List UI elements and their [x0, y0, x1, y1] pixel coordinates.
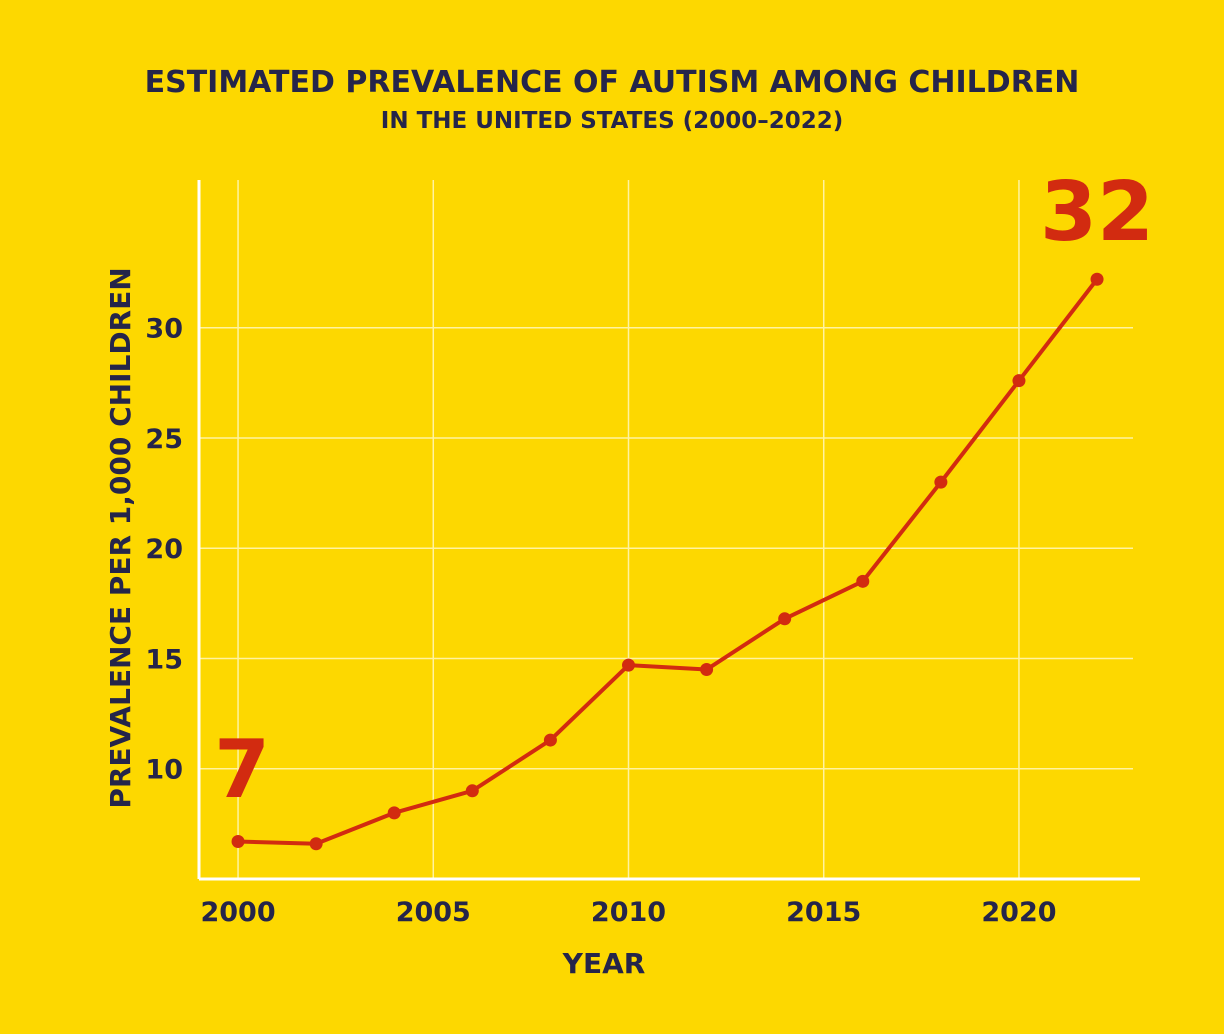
x-axis-label: YEAR	[562, 947, 646, 980]
annotation-start: 7	[214, 723, 270, 816]
data-point	[1090, 272, 1104, 286]
x-tick-label: 2010	[591, 897, 666, 928]
data-point	[543, 733, 557, 747]
y-tick-label: 10	[145, 755, 183, 786]
x-tick-label: 2000	[200, 897, 275, 928]
y-tick-label: 25	[145, 424, 183, 455]
data-point	[1012, 374, 1026, 388]
y-tick-label: 30	[145, 314, 183, 345]
data-point	[934, 475, 948, 489]
data-point	[778, 612, 792, 626]
data-point	[622, 658, 636, 672]
chart-title: ESTIMATED PREVALENCE OF AUTISM AMONG CHI…	[145, 65, 1080, 100]
axes	[197, 180, 1140, 881]
annotation-end: 32	[1040, 165, 1154, 260]
x-tick-label: 2005	[396, 897, 471, 928]
tick-labels: 2000 2005 2010 2015 2020 10 15 20 25 30	[145, 314, 1056, 928]
data-point	[309, 837, 323, 851]
y-tick-label: 20	[145, 534, 183, 565]
x-tick-label: 2020	[981, 897, 1056, 928]
data-point	[387, 806, 401, 820]
annotations: 7 32	[214, 165, 1154, 816]
data-point	[465, 784, 479, 798]
data-point	[700, 663, 714, 677]
chart-subtitle: IN THE UNITED STATES (2000–2022)	[381, 108, 843, 134]
data-point	[231, 835, 245, 849]
x-tick-label: 2015	[786, 897, 861, 928]
data-point	[856, 574, 870, 588]
y-tick-label: 15	[145, 644, 183, 675]
series-line	[231, 272, 1104, 851]
data-line	[237, 278, 1099, 846]
y-axis-label: PREVALENCE PER 1,000 CHILDREN	[104, 267, 137, 808]
gridlines	[199, 180, 1133, 879]
